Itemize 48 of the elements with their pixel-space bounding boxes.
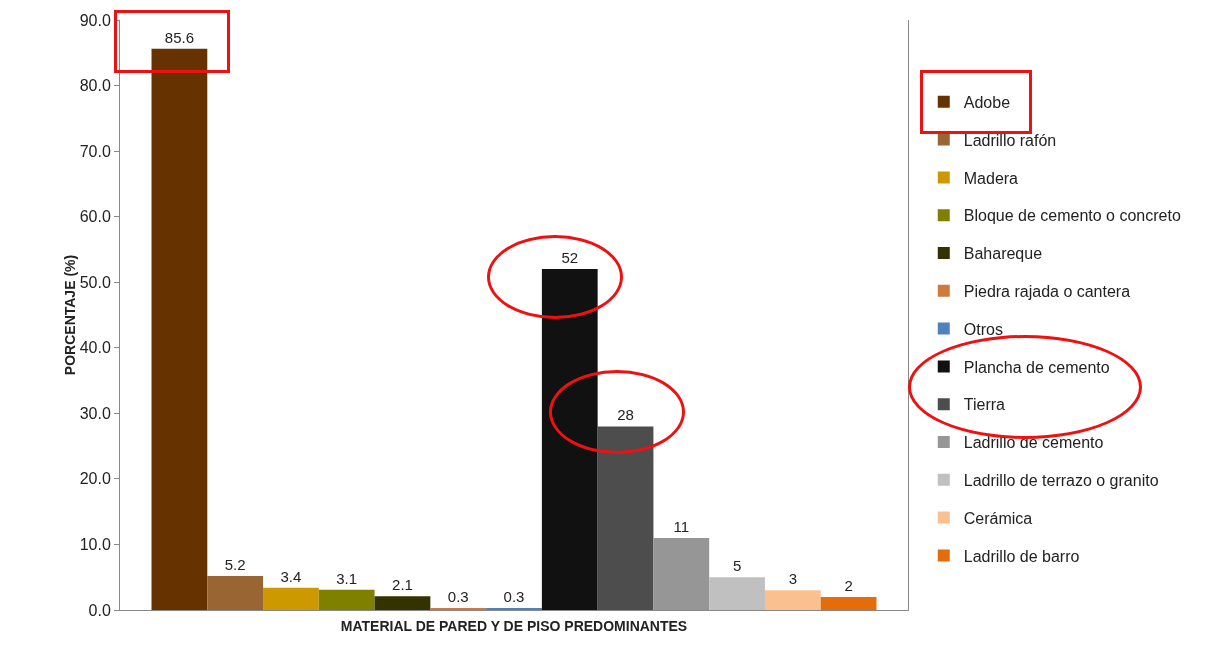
data-label: 3.1	[336, 569, 358, 587]
bar	[820, 596, 877, 610]
data-label: 2.1	[392, 576, 413, 594]
y-tick-label: 40.0	[79, 339, 111, 357]
data-label: 5.2	[224, 555, 246, 573]
y-tick-label: 90.0	[79, 11, 111, 29]
legend-label: Bloque de cemento o concreto	[963, 207, 1181, 225]
x-axis-title: MATERIAL DE PARED Y DE PISO PREDOMINANTES	[340, 618, 688, 635]
y-tick-label: 60.0	[79, 208, 111, 226]
legend-label: Cerámica	[963, 509, 1033, 527]
legend-label: Tierra	[963, 396, 1006, 414]
y-tick-label: 80.0	[79, 77, 111, 95]
y-tick-label: 50.0	[79, 273, 111, 291]
data-label: 0.3	[503, 588, 525, 605]
y-tick-label: 30.0	[79, 404, 111, 422]
bar	[597, 426, 654, 610]
bar	[263, 587, 319, 610]
legend-label: Bahareque	[963, 245, 1043, 263]
legend-label: Madera	[963, 169, 1019, 187]
data-label: 11	[673, 517, 690, 535]
data-label: 0.3	[447, 588, 469, 605]
legend-label: Ladrillo de terrazo o granito	[963, 472, 1159, 490]
bar	[318, 589, 375, 610]
bar	[541, 269, 598, 610]
y-tick-label: 0.0	[88, 601, 111, 619]
data-label: 3.4	[280, 567, 302, 585]
bar	[709, 577, 765, 610]
data-label: 85.6	[164, 28, 195, 46]
y-tick-label: 20.0	[79, 470, 111, 488]
data-label: 28	[617, 406, 634, 424]
legend-label: Piedra rajada o cantera	[963, 283, 1131, 301]
bar	[151, 48, 208, 610]
y-axis-title: PORCENTAJE (%)	[61, 254, 78, 376]
legend-label: Adobe	[963, 94, 1011, 112]
bar	[653, 537, 710, 610]
data-label: 5	[732, 557, 742, 575]
bar	[374, 596, 431, 610]
y-tick-label: 10.0	[79, 536, 111, 554]
data-label: 2	[844, 576, 853, 594]
legend-label: Otros	[963, 320, 1003, 338]
data-label: 52	[561, 249, 579, 267]
legend-label: Ladrillo rafón	[963, 131, 1057, 149]
bar	[207, 575, 264, 610]
y-tick-label: 70.0	[79, 142, 111, 160]
bar	[764, 590, 821, 610]
legend-label: Plancha de cemento	[963, 358, 1110, 376]
legend-label: Ladrillo de barro	[963, 547, 1080, 565]
data-label: 3	[788, 570, 797, 588]
